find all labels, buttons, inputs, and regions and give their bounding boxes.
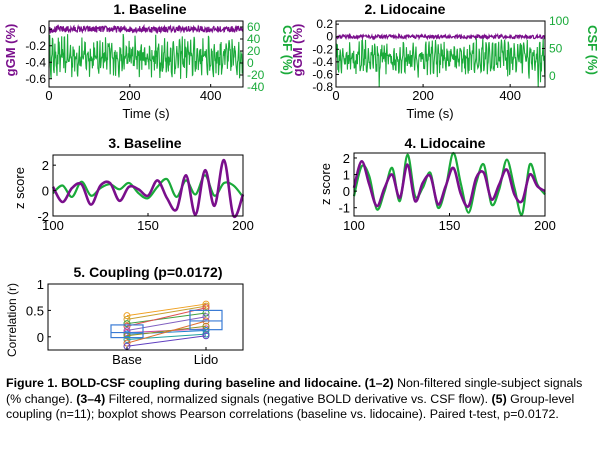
y-left-tick-label-2: -0.8: [312, 80, 333, 94]
y-left-tick-label-1: -0.4: [25, 55, 46, 69]
x-category-label-lido: Lido: [194, 352, 219, 367]
caption-label-5: (5): [491, 391, 507, 406]
caption-head: Figure 1. BOLD-CSF coupling during basel…: [6, 376, 394, 390]
panel3-title: 3. Baseline: [108, 135, 181, 151]
x-tick-label-3: 150: [137, 218, 159, 233]
panel1-frame: [48, 20, 244, 88]
lido-point: [202, 313, 210, 321]
y-left-tick-label-2: 0.2: [316, 17, 333, 31]
x-tick-label-2: 0: [332, 88, 339, 103]
x-tick-label-4: 100: [343, 218, 365, 233]
y-tick-label-4: -1: [338, 201, 350, 216]
x-tick-label-3: 100: [42, 218, 64, 233]
y-left-tick-label-2: -0.4: [312, 55, 333, 69]
ggm-series-1: [48, 23, 244, 35]
y-tick-label-4: 1: [343, 168, 350, 183]
x-tick-label-4: 200: [534, 218, 556, 233]
boxplot-lido: [189, 309, 223, 331]
y-tick-label-3: 0: [42, 184, 49, 199]
y-right-tick-label-1: 40: [247, 32, 261, 46]
paired-line: [126, 305, 207, 320]
y-right-tick-label-1: -20: [247, 68, 265, 82]
paired-line: [126, 335, 207, 347]
csf-series-2: [335, 38, 546, 88]
y-right-tick-label-1: 20: [247, 44, 261, 58]
panel3-ylabel: z score: [12, 167, 27, 209]
panel4-title: 4. Lidocaine: [405, 135, 486, 151]
panel4-ylabel: z score: [318, 163, 333, 205]
y-right-tick-label-2: 0: [549, 69, 556, 83]
caption-part1: Non-filtered single-subject signals (% c…: [6, 376, 583, 406]
figure-caption: Figure 1. BOLD-CSF coupling during basel…: [6, 376, 596, 423]
panel2-title: 2. Lidocaine: [365, 1, 446, 17]
x-tick-label-1: 200: [119, 88, 141, 103]
lido-point: [202, 300, 210, 308]
panel2-frame: [335, 20, 546, 88]
x-category-label-base: Base: [112, 352, 142, 367]
x-tick-label-1: 0: [45, 88, 52, 103]
y-tick-label-4: 0: [343, 184, 350, 199]
y-left-tick-label-1: -0.6: [25, 72, 46, 86]
csf-zscore-line-3: [52, 174, 244, 200]
boxplot-base: [110, 324, 144, 339]
x-tick-label-4: 150: [439, 218, 461, 233]
csf-series-1: [48, 33, 244, 79]
y-tick-label-4: 2: [343, 151, 350, 166]
panel1-title: 1. Baseline: [113, 1, 186, 17]
y-left-tick-label-1: -0.2: [25, 39, 46, 53]
csf-zscore-line-4: [352, 151, 546, 216]
caption-part2: Filtered, normalized signals (negative B…: [108, 391, 489, 406]
y-tick-label-3: 2: [42, 158, 49, 173]
y-left-tick-label-2: 0: [326, 30, 333, 44]
panel5-frame: [47, 283, 244, 351]
x-tick-label-3: 200: [232, 218, 254, 233]
panel1-ylabel-right: CSF (%): [280, 25, 295, 75]
x-tick-label-2: 400: [499, 88, 521, 103]
lido-point: [202, 326, 210, 334]
paired-line: [126, 333, 207, 340]
y-right-tick-label-2: 50: [549, 42, 563, 56]
paired-line: [126, 312, 207, 325]
base-point: [123, 326, 131, 334]
figure-canvas: 1. Baseline 2. Lidocaine 3. Baseline 4. …: [3, 1, 600, 367]
panel2-ylabel-right: CSF (%): [585, 25, 600, 75]
paired-line: [126, 320, 207, 344]
paired-line: [126, 303, 207, 317]
panel2-xlabel: Time (s): [406, 106, 453, 121]
y-left-tick-label-2: -0.2: [312, 42, 333, 56]
panel1-ylabel-left: gGM (%): [3, 24, 18, 77]
panel2-ylabel-left: gGM (%): [290, 24, 305, 77]
y-right-tick-label-2: 100: [549, 14, 569, 28]
panel1-xlabel: Time (s): [122, 106, 169, 121]
lido-point: [202, 332, 210, 340]
gm-zscore-line-3: [51, 158, 245, 219]
y-right-tick-label-1: 0: [247, 56, 254, 70]
paired-line: [126, 325, 207, 337]
x-tick-label-1: 400: [200, 88, 222, 103]
y-right-tick-label-1: -40: [247, 80, 265, 94]
base-point: [123, 312, 131, 320]
base-point: [123, 335, 131, 343]
y-tick-label-3: -2: [37, 209, 49, 224]
y-tick-label-5: 0: [37, 330, 44, 345]
y-tick-label-5: 1: [37, 277, 44, 292]
caption-part3: Group-level coupling (n=11); boxplot sho…: [6, 391, 575, 422]
panel5-ylabel: Correlation (r): [5, 283, 19, 357]
gm-zscore-line-4: [352, 159, 546, 208]
ggm-series-2: [336, 32, 546, 41]
paired-line: [126, 316, 207, 331]
x-tick-label-2: 200: [412, 88, 434, 103]
panel5-title: 5. Coupling (p=0.0172): [74, 264, 223, 280]
y-left-tick-label-1: 0: [39, 22, 46, 36]
y-left-tick-label-2: -0.6: [312, 67, 333, 81]
base-point: [123, 315, 131, 323]
y-tick-label-5: 0.5: [26, 303, 44, 318]
caption-label-3-4: (3–4): [76, 391, 106, 406]
y-right-tick-label-1: 60: [247, 20, 261, 34]
base-point: [123, 320, 131, 328]
